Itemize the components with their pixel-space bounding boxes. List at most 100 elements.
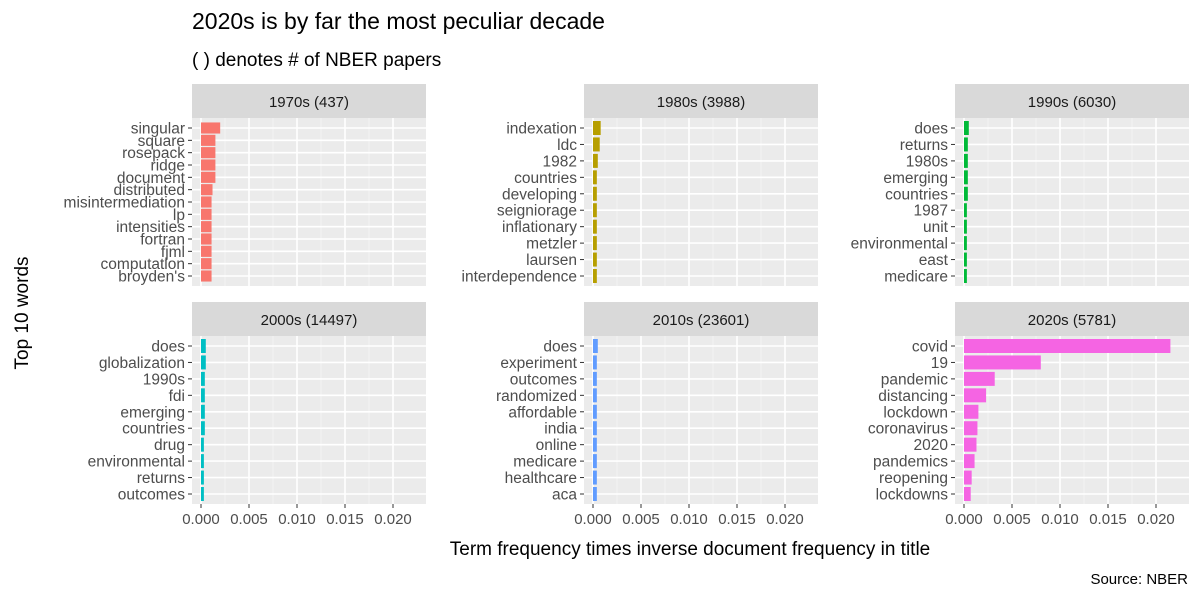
- y-tick-label: countries: [122, 421, 185, 438]
- y-tick-label: distributed: [113, 182, 185, 199]
- y-tick-label: pandemic: [881, 371, 948, 388]
- y-tick-label: globalization: [99, 355, 185, 372]
- y-tick-label: medicare: [884, 269, 948, 286]
- bar-emerging: [964, 170, 968, 185]
- y-tick-label: interdependence: [462, 269, 578, 286]
- bar-developing: [593, 186, 597, 201]
- y-tick-label: does: [543, 339, 577, 356]
- y-axis-label: Top 10 words: [12, 256, 33, 369]
- facet-strip: [192, 84, 426, 118]
- facet-panel: 2010s (23601) doesexperimentoutcomesrando…: [496, 302, 818, 528]
- y-tick-label: 1990s: [143, 371, 185, 388]
- bar-coronavirus: [964, 421, 978, 436]
- bar-reopening: [964, 470, 972, 485]
- bar-metzler: [593, 236, 597, 251]
- facet-strip-label: 2020s (5781): [1028, 312, 1116, 329]
- y-tick-label: fdi: [169, 388, 185, 405]
- y-tick-label: 1980s: [906, 153, 948, 170]
- y-tick-label: metzler: [526, 236, 577, 253]
- facet-strip: [584, 84, 818, 118]
- bar-returns: [201, 470, 204, 485]
- bar-does: [201, 339, 206, 353]
- bar-square: [201, 134, 216, 146]
- y-tick-label: covid: [912, 339, 948, 356]
- bar-indexation: [593, 121, 601, 135]
- y-tick-label: countries: [885, 186, 948, 203]
- y-tick-label: unit: [923, 219, 949, 236]
- y-tick-label: 1982: [543, 153, 577, 170]
- y-tick-label: distancing: [878, 388, 948, 405]
- bar-experiment: [593, 355, 597, 370]
- x-tick-label: 0.015: [326, 511, 364, 528]
- x-tick-label: 0.005: [993, 511, 1031, 528]
- bar-computation: [201, 258, 212, 270]
- y-tick-label: misintermediation: [64, 195, 185, 212]
- bar-2020: [964, 437, 977, 452]
- x-tick-label: 0.000: [945, 511, 983, 528]
- bar-lockdowns: [964, 487, 971, 501]
- y-tick-label: does: [151, 339, 185, 356]
- y-tick-label: laursen: [526, 252, 577, 269]
- bar-lp: [201, 208, 212, 220]
- bar-healthcare: [593, 470, 597, 485]
- facet-strip: [955, 302, 1189, 336]
- y-tick-label: pandemics: [873, 454, 948, 471]
- facet-strip: [192, 302, 426, 336]
- y-tick-label: rosepack: [122, 145, 185, 162]
- bar-medicare: [593, 454, 597, 469]
- y-tick-label: computation: [101, 256, 185, 273]
- y-tick-label: singular: [131, 121, 185, 138]
- y-tick-label: returns: [900, 137, 948, 154]
- y-tick-label: ldc: [557, 137, 577, 154]
- facet-strip-label: 2010s (23601): [653, 312, 750, 329]
- y-tick-label: experiment: [500, 355, 577, 372]
- bar-outcomes: [201, 487, 204, 501]
- facet-strip-label: 1980s (3988): [657, 94, 745, 111]
- bar-unit: [964, 219, 967, 234]
- y-tick-label: environmental: [851, 236, 948, 253]
- bar-outcomes: [593, 371, 597, 386]
- bar-countries: [593, 170, 597, 185]
- y-tick-label: india: [544, 421, 577, 438]
- y-tick-label: 2020: [914, 437, 949, 454]
- bar-ldc: [593, 137, 600, 152]
- y-tick-label: 19: [931, 355, 948, 372]
- y-tick-label: returns: [137, 470, 185, 487]
- facet-panel: 1990s (6030) doesreturns1980semergingcoun…: [851, 84, 1189, 286]
- y-tick-label: drug: [154, 437, 185, 454]
- bar-randomized: [593, 388, 597, 403]
- y-tick-label: fjml: [161, 244, 185, 261]
- bar-india: [593, 421, 597, 436]
- bar-medicare: [964, 269, 967, 283]
- y-tick-label: fortran: [140, 232, 185, 249]
- bar-1980s: [964, 153, 968, 168]
- bar-inflationary: [593, 219, 597, 234]
- y-tick-label: reopening: [879, 470, 948, 487]
- bar-singular: [201, 122, 221, 134]
- y-tick-label: lockdowns: [876, 487, 949, 504]
- chart-title: 2020s is by far the most peculiar decade: [192, 8, 605, 34]
- facet-panel: 2000s (14497) doesglobalization1990sfdiem…: [88, 302, 426, 528]
- panel-background: [955, 118, 1189, 286]
- bar-pandemics: [964, 454, 975, 469]
- bar-ridge: [201, 159, 216, 171]
- y-tick-label: ridge: [151, 158, 185, 175]
- panel-background: [584, 336, 818, 504]
- y-tick-label: does: [914, 121, 948, 138]
- x-tick-label: 0.020: [374, 511, 412, 528]
- x-tick-label: 0.005: [622, 511, 660, 528]
- bar-distancing: [964, 388, 987, 403]
- bar-rosepack: [201, 147, 216, 159]
- facet-strip-label: 1990s (6030): [1028, 94, 1116, 111]
- bar-environmental: [201, 454, 204, 469]
- y-tick-label: east: [919, 252, 949, 269]
- bar-interdependence: [593, 269, 597, 283]
- facet-strip-label: 1970s (437): [269, 94, 349, 111]
- bar-countries: [964, 186, 968, 201]
- facet-strip: [955, 84, 1189, 118]
- bar-pandemic: [964, 371, 995, 386]
- y-tick-label: affordable: [508, 404, 577, 421]
- y-tick-label: healthcare: [505, 470, 577, 487]
